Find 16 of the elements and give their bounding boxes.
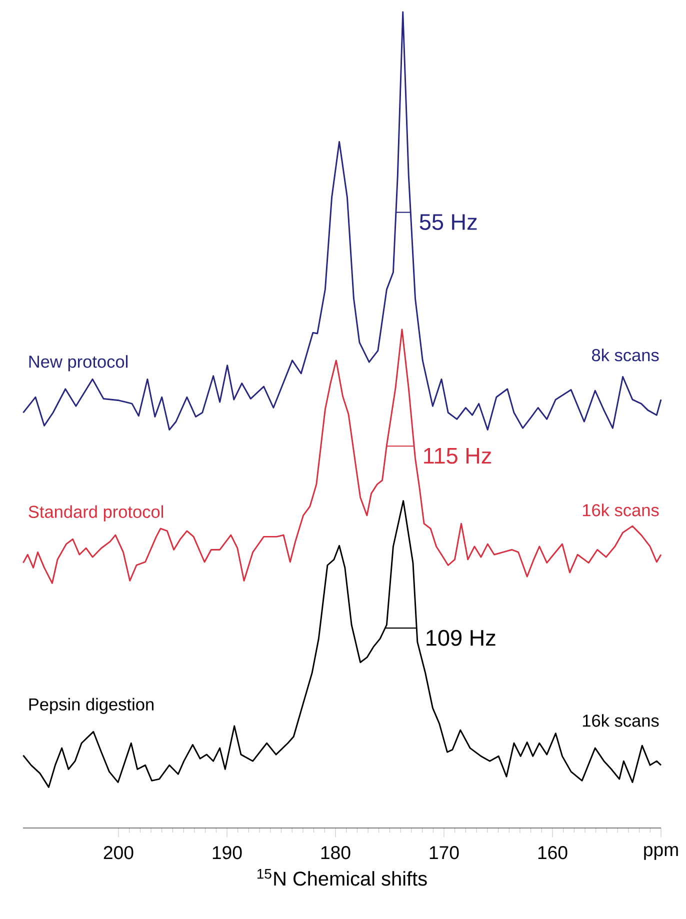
x-tick-label: 200 bbox=[104, 846, 134, 860]
series-label: Pepsin digestion bbox=[29, 698, 154, 714]
x-tick-label: 190 bbox=[212, 846, 242, 860]
annotation: 16k scans bbox=[582, 504, 659, 516]
x-tick-label: 170 bbox=[430, 846, 459, 860]
x-axis-title: $^{15}$N Chemical shifts bbox=[257, 869, 427, 886]
annotation: 115 Hz bbox=[424, 448, 492, 464]
series-label: New protocol bbox=[29, 355, 128, 372]
annotation: 8k scans bbox=[592, 348, 659, 362]
x-tick-label: 160 bbox=[538, 846, 568, 860]
x-tick-label: ppm bbox=[644, 846, 678, 860]
annotation: 55 Hz bbox=[420, 214, 477, 230]
annotation: 109 Hz bbox=[426, 630, 496, 646]
x-tick-label: 180 bbox=[321, 846, 350, 860]
annotation: 16k scans bbox=[582, 714, 659, 727]
series-label: Standard protocol bbox=[28, 505, 164, 522]
